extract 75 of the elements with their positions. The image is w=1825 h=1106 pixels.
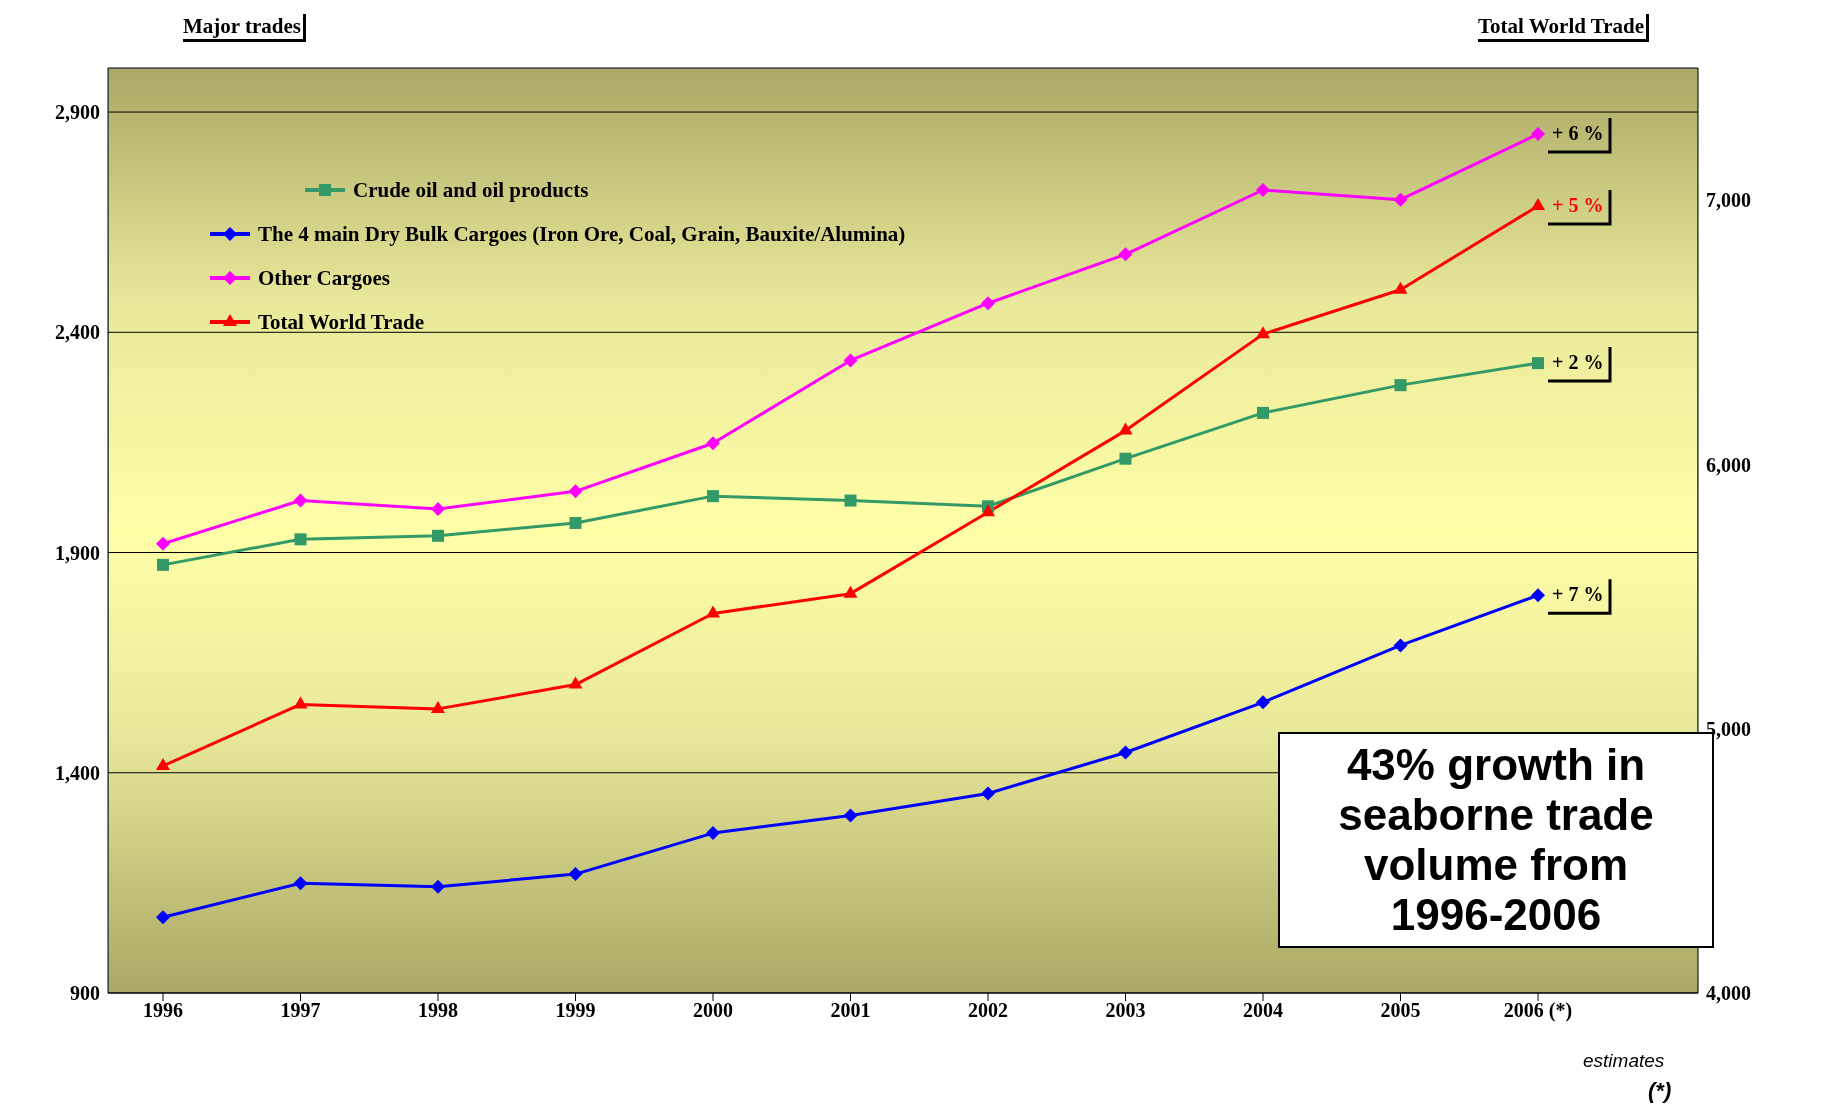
legend-label: Crude oil and oil products [353, 177, 589, 203]
y-tick-label: 1,400 [55, 761, 100, 784]
point [1531, 197, 1545, 210]
point [431, 700, 445, 713]
annotation: + 6 % [1552, 122, 1604, 145]
point [156, 757, 170, 770]
point [294, 533, 307, 546]
point [981, 296, 995, 311]
point [1119, 452, 1132, 465]
point [293, 696, 308, 709]
x-tick-label: 1996 [143, 999, 183, 1022]
point [706, 436, 720, 451]
point [293, 493, 308, 508]
x-tick-label: 2001 [830, 999, 871, 1022]
point [569, 517, 582, 530]
x-tick-label: 2006 (*) [1503, 999, 1573, 1023]
legend-label: Total World Trade [258, 309, 425, 335]
point [981, 786, 995, 801]
y-tick-label: 1,900 [55, 541, 100, 564]
legend-label: Other Cargoes [258, 265, 390, 291]
point [1394, 379, 1407, 392]
x-tick-label: 1997 [280, 999, 321, 1022]
annotation: 43% growth in seaborne trade volume from 1996-2006 [1338, 740, 1654, 939]
x-tick-label: 2002 [968, 999, 1008, 1022]
point [293, 876, 308, 891]
point [568, 484, 583, 499]
point [431, 501, 445, 516]
point [843, 585, 858, 598]
point [981, 504, 995, 517]
text: Total World Trade [1478, 14, 1650, 42]
point [1118, 422, 1133, 435]
x-tick-label: 1998 [418, 999, 458, 1022]
point [157, 558, 169, 571]
point [1256, 183, 1270, 198]
point [1118, 247, 1133, 262]
point [1118, 745, 1133, 760]
text: estimates [1583, 1050, 1665, 1072]
text: (*) [1648, 1078, 1672, 1104]
x-tick-label: 2005 [1380, 999, 1421, 1022]
y-tick-label: 2,900 [55, 101, 100, 124]
text: Major trades [183, 14, 306, 42]
point [431, 879, 445, 894]
point [1393, 192, 1408, 207]
point [156, 536, 170, 551]
point [707, 490, 719, 503]
annotation: + 7 % [1552, 583, 1604, 606]
point [568, 676, 583, 689]
point [706, 826, 720, 841]
point [568, 867, 583, 882]
x-tick-label: 2003 [1105, 999, 1146, 1022]
point [1256, 326, 1270, 339]
point [844, 494, 857, 507]
point [1393, 281, 1408, 294]
point [843, 808, 858, 823]
point [1257, 406, 1269, 419]
point [156, 910, 170, 925]
annotation: + 5 % [1552, 193, 1604, 216]
point [1531, 588, 1545, 603]
y2-tick-label: 7,000 [1706, 189, 1751, 212]
y2-tick-label: 6,000 [1706, 453, 1751, 476]
point [1256, 695, 1270, 710]
point [1393, 638, 1408, 653]
legend-label: The 4 main Dry Bulk Cargoes (Iron Ore, Coal, Grain, Bauxite/Alumina) [258, 221, 906, 247]
y-tick-label: 2,400 [55, 321, 100, 344]
point [843, 353, 858, 368]
x-tick-label: 2004 [1243, 999, 1283, 1022]
point [706, 605, 720, 618]
point [1532, 357, 1544, 370]
x-tick-label: 2000 [693, 999, 733, 1022]
annotation: + 2 % [1552, 351, 1604, 374]
point [1531, 127, 1545, 142]
y2-tick-label: 4,000 [1706, 982, 1751, 1005]
x-tick-label: 1999 [555, 999, 596, 1022]
point [432, 529, 444, 542]
y-tick-label: 900 [70, 982, 100, 1005]
